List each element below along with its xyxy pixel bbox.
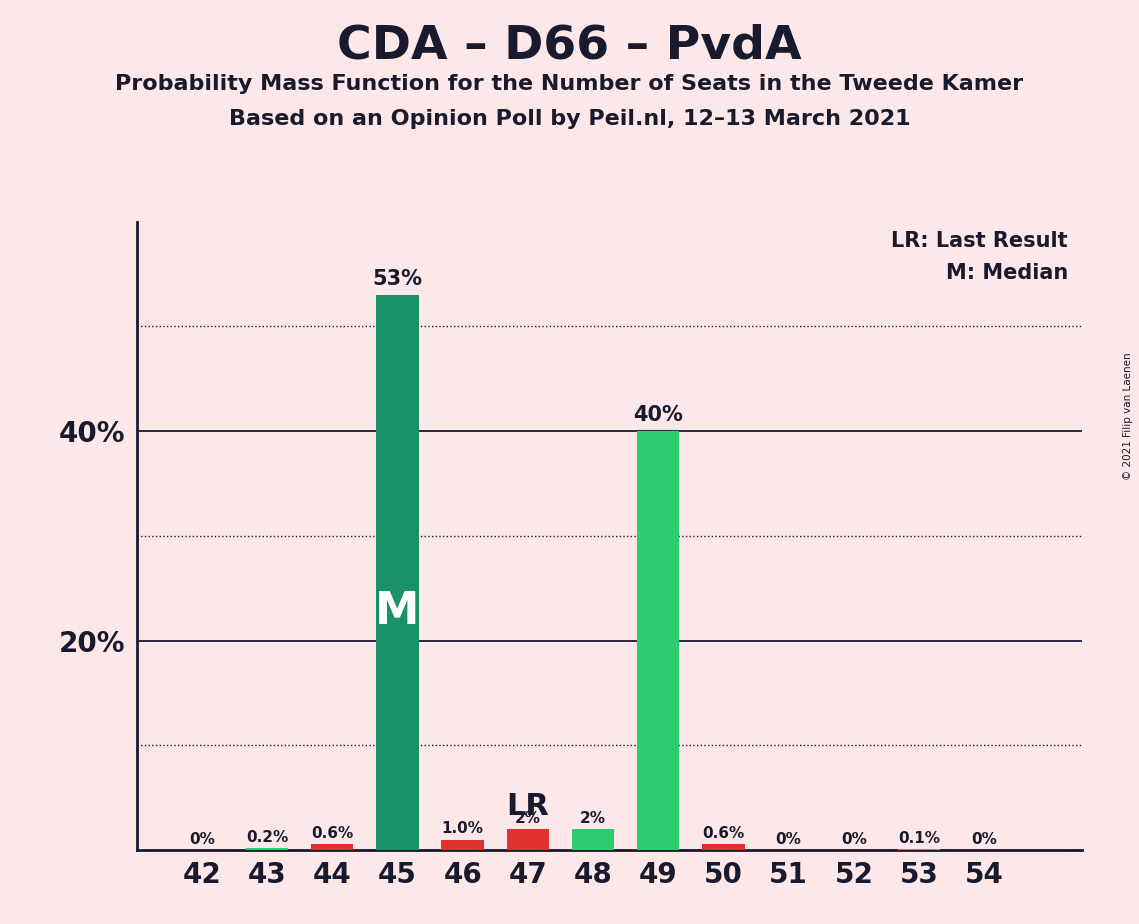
Bar [442,840,484,850]
Text: 0%: 0% [189,832,215,847]
Text: LR: LR [507,792,549,821]
Bar [442,840,484,850]
Text: M: M [375,590,419,633]
Text: Probability Mass Function for the Number of Seats in the Tweede Kamer: Probability Mass Function for the Number… [115,74,1024,94]
Text: 2%: 2% [515,811,541,826]
Text: 2%: 2% [580,811,606,826]
Text: 0%: 0% [776,832,802,847]
Text: 0%: 0% [972,832,997,847]
Text: LR: Last Result: LR: Last Result [891,231,1068,251]
Bar [376,295,419,850]
Bar [572,829,614,850]
Bar [311,844,353,850]
Text: 0.2%: 0.2% [246,830,288,845]
Text: 0.6%: 0.6% [703,826,745,841]
Text: M: Median: M: Median [945,262,1068,283]
Text: 0.1%: 0.1% [898,831,940,845]
Bar [898,849,940,850]
Text: CDA – D66 – PvdA: CDA – D66 – PvdA [337,23,802,68]
Text: 53%: 53% [372,269,423,289]
Bar [507,829,549,850]
Text: Based on an Opinion Poll by Peil.nl, 12–13 March 2021: Based on an Opinion Poll by Peil.nl, 12–… [229,109,910,129]
Bar [311,844,353,850]
Text: 1.0%: 1.0% [442,821,484,836]
Bar [637,432,680,850]
Bar [703,844,745,850]
Text: 0%: 0% [841,832,867,847]
Text: © 2021 Filip van Laenen: © 2021 Filip van Laenen [1123,352,1133,480]
Text: 40%: 40% [633,405,683,425]
Bar [507,829,549,850]
Bar [246,848,288,850]
Text: 0.6%: 0.6% [311,826,353,841]
Bar [703,844,745,850]
